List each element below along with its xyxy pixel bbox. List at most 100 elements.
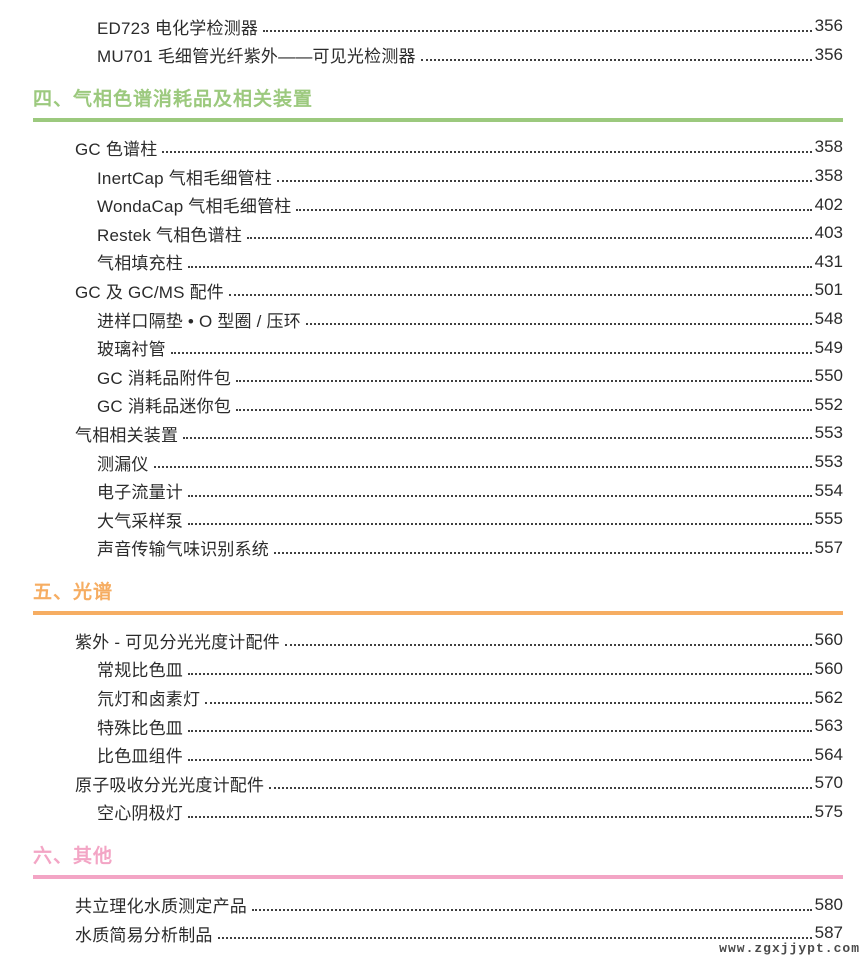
toc-entry-label: 大气采样泵 (97, 511, 183, 531)
dot-leader (188, 815, 812, 818)
toc-entry-label: GC 消耗品迷你包 (97, 397, 232, 417)
dot-leader (188, 265, 812, 268)
dot-leader (269, 787, 812, 790)
toc-entry[interactable]: 空心阴极灯 575 (97, 798, 843, 827)
toc-entry-label: 气相相关装置 (75, 425, 179, 445)
toc-entry-page: 358 (814, 137, 843, 157)
toc-entry[interactable]: 原子吸收分光光度计配件 570 (75, 769, 843, 798)
section-title: 六、其他 (33, 846, 843, 880)
dot-leader (205, 701, 812, 704)
toc-entry[interactable]: 大气采样泵 555 (97, 505, 843, 534)
toc-entry-page: 501 (814, 280, 843, 300)
toc-entry[interactable]: 测漏仪 553 (97, 448, 843, 477)
toc-entry[interactable]: 共立理化水质测定产品 580 (75, 890, 843, 919)
toc-entry-page: 356 (814, 16, 843, 36)
toc-entry[interactable]: 电子流量计 554 (97, 476, 843, 505)
toc-entry-label: WondaCap 气相毛细管柱 (97, 197, 292, 217)
toc-section: 四、气相色谱消耗品及相关装置 GC 色谱柱 358 InertCap 气相毛细管柱 35… (33, 89, 843, 562)
section-title: 四、气相色谱消耗品及相关装置 (33, 89, 843, 123)
toc-entry[interactable]: 气相填充柱 431 (97, 248, 843, 277)
toc-entry-label: MU701 毛细管光纤紫外——可见光检测器 (97, 47, 416, 67)
toc-entry[interactable]: GC 及 GC/MS 配件 501 (75, 276, 843, 305)
toc-entry-label: 比色皿组件 (97, 747, 183, 767)
toc-entry-label: 进样口隔垫 • O 型圈 / 压环 (97, 311, 301, 331)
dot-leader (296, 208, 812, 211)
dot-leader (284, 644, 812, 647)
toc-entry-label: 氘灯和卤素灯 (97, 690, 201, 710)
toc-entry[interactable]: WondaCap 气相毛细管柱 402 (97, 190, 843, 219)
toc-entry[interactable]: 声音传输气味识别系统 557 (97, 534, 843, 563)
toc-entry-label: 水质简易分析制品 (75, 925, 213, 945)
toc-entry-label: ED723 电化学检测器 (97, 18, 259, 38)
toc-entry[interactable]: 特殊比色皿 563 (97, 712, 843, 741)
toc-entry-page: 560 (814, 658, 843, 678)
dot-leader (229, 294, 812, 297)
toc-entry-label: 常规比色皿 (97, 661, 183, 681)
toc-entry[interactable]: 比色皿组件 564 (97, 740, 843, 769)
toc-entry[interactable]: 进样口隔垫 • O 型圈 / 压环 548 (97, 305, 843, 334)
toc-entry-page: 555 (814, 509, 843, 529)
section-title: 五、光谱 (33, 582, 843, 616)
dot-leader (276, 180, 812, 183)
toc-entry-page: 575 (814, 801, 843, 821)
toc-entry-label: 空心阴极灯 (97, 804, 183, 824)
toc-entry-label: GC 消耗品附件包 (97, 368, 232, 388)
toc-entry[interactable]: 氘灯和卤素灯 562 (97, 683, 843, 712)
toc-entry[interactable]: ED723 电化学检测器 356 (97, 12, 843, 41)
toc-entry-page: 562 (814, 687, 843, 707)
toc-entry-label: 玻璃衬管 (97, 340, 166, 360)
toc-section: 六、其他共立理化水质测定产品 580 水质简易分析制品 587 (33, 846, 843, 947)
toc-entry-label: GC 及 GC/MS 配件 (75, 282, 224, 302)
watermark: www.zgxjjypt.com (719, 941, 860, 956)
dot-leader (188, 523, 812, 526)
toc-entry-page: 553 (814, 423, 843, 443)
toc-entry-label: 共立理化水质测定产品 (75, 897, 247, 917)
toc-entry-page: 580 (814, 894, 843, 914)
dot-leader (263, 30, 812, 33)
toc-entry[interactable]: 水质简易分析制品 587 (75, 919, 843, 948)
toc-entry-label: 声音传输气味识别系统 (97, 540, 269, 560)
toc-entry[interactable]: 紫外 - 可见分光光度计配件 560 (75, 626, 843, 655)
toc-entry-page: 570 (814, 773, 843, 793)
toc-entry-page: 587 (814, 923, 843, 943)
dot-leader (170, 351, 812, 354)
toc-entry[interactable]: 玻璃衬管 549 (97, 333, 843, 362)
dot-leader (188, 758, 812, 761)
toc-entry-page: 358 (814, 166, 843, 186)
toc-entry[interactable]: InertCap 气相毛细管柱 358 (97, 162, 843, 191)
toc-entry-page: 402 (814, 194, 843, 214)
dot-leader (236, 408, 812, 411)
toc-leading-entries: ED723 电化学检测器 356 MU701 毛细管光纤紫外——可见光检测器 356 (33, 12, 843, 69)
toc-entry-page: 557 (814, 537, 843, 557)
toc-entry[interactable]: GC 消耗品附件包 550 (97, 362, 843, 391)
toc-entry-label: 气相填充柱 (97, 254, 183, 274)
toc-entry-page: 564 (814, 744, 843, 764)
toc-entry[interactable]: 气相相关装置 553 (75, 419, 843, 448)
dot-leader (188, 730, 812, 733)
toc-entry-page: 560 (814, 630, 843, 650)
toc-section: 五、光谱紫外 - 可见分光光度计配件 560 常规比色皿 560 氘灯和卤素灯 562 特殊… (33, 582, 843, 826)
toc-entry[interactable]: Restek 气相色谱柱 403 (97, 219, 843, 248)
dot-leader (420, 58, 812, 61)
toc-entry-page: 554 (814, 480, 843, 500)
toc-entry-label: 电子流量计 (97, 483, 183, 503)
toc-entry-page: 550 (814, 366, 843, 386)
toc-entry[interactable]: 常规比色皿 560 (97, 655, 843, 684)
dot-leader (162, 151, 812, 154)
dot-leader (217, 937, 812, 940)
toc-entry-page: 552 (814, 394, 843, 414)
toc-entry-label: 特殊比色皿 (97, 718, 183, 738)
toc-sections: 四、气相色谱消耗品及相关装置 GC 色谱柱 358 InertCap 气相毛细管柱 35… (33, 89, 843, 947)
dot-leader (183, 437, 812, 440)
toc-entry-page: 431 (814, 251, 843, 271)
dot-leader (247, 237, 812, 240)
toc-entry[interactable]: GC 色谱柱 358 (75, 133, 843, 162)
dot-leader (188, 494, 812, 497)
toc-entry-label: Restek 气相色谱柱 (97, 225, 243, 245)
toc-entry[interactable]: MU701 毛细管光纤紫外——可见光检测器 356 (97, 41, 843, 70)
toc-entry-page: 403 (814, 223, 843, 243)
toc-entry-page: 553 (814, 452, 843, 472)
dot-leader (236, 380, 812, 383)
toc-entry[interactable]: GC 消耗品迷你包 552 (97, 391, 843, 420)
